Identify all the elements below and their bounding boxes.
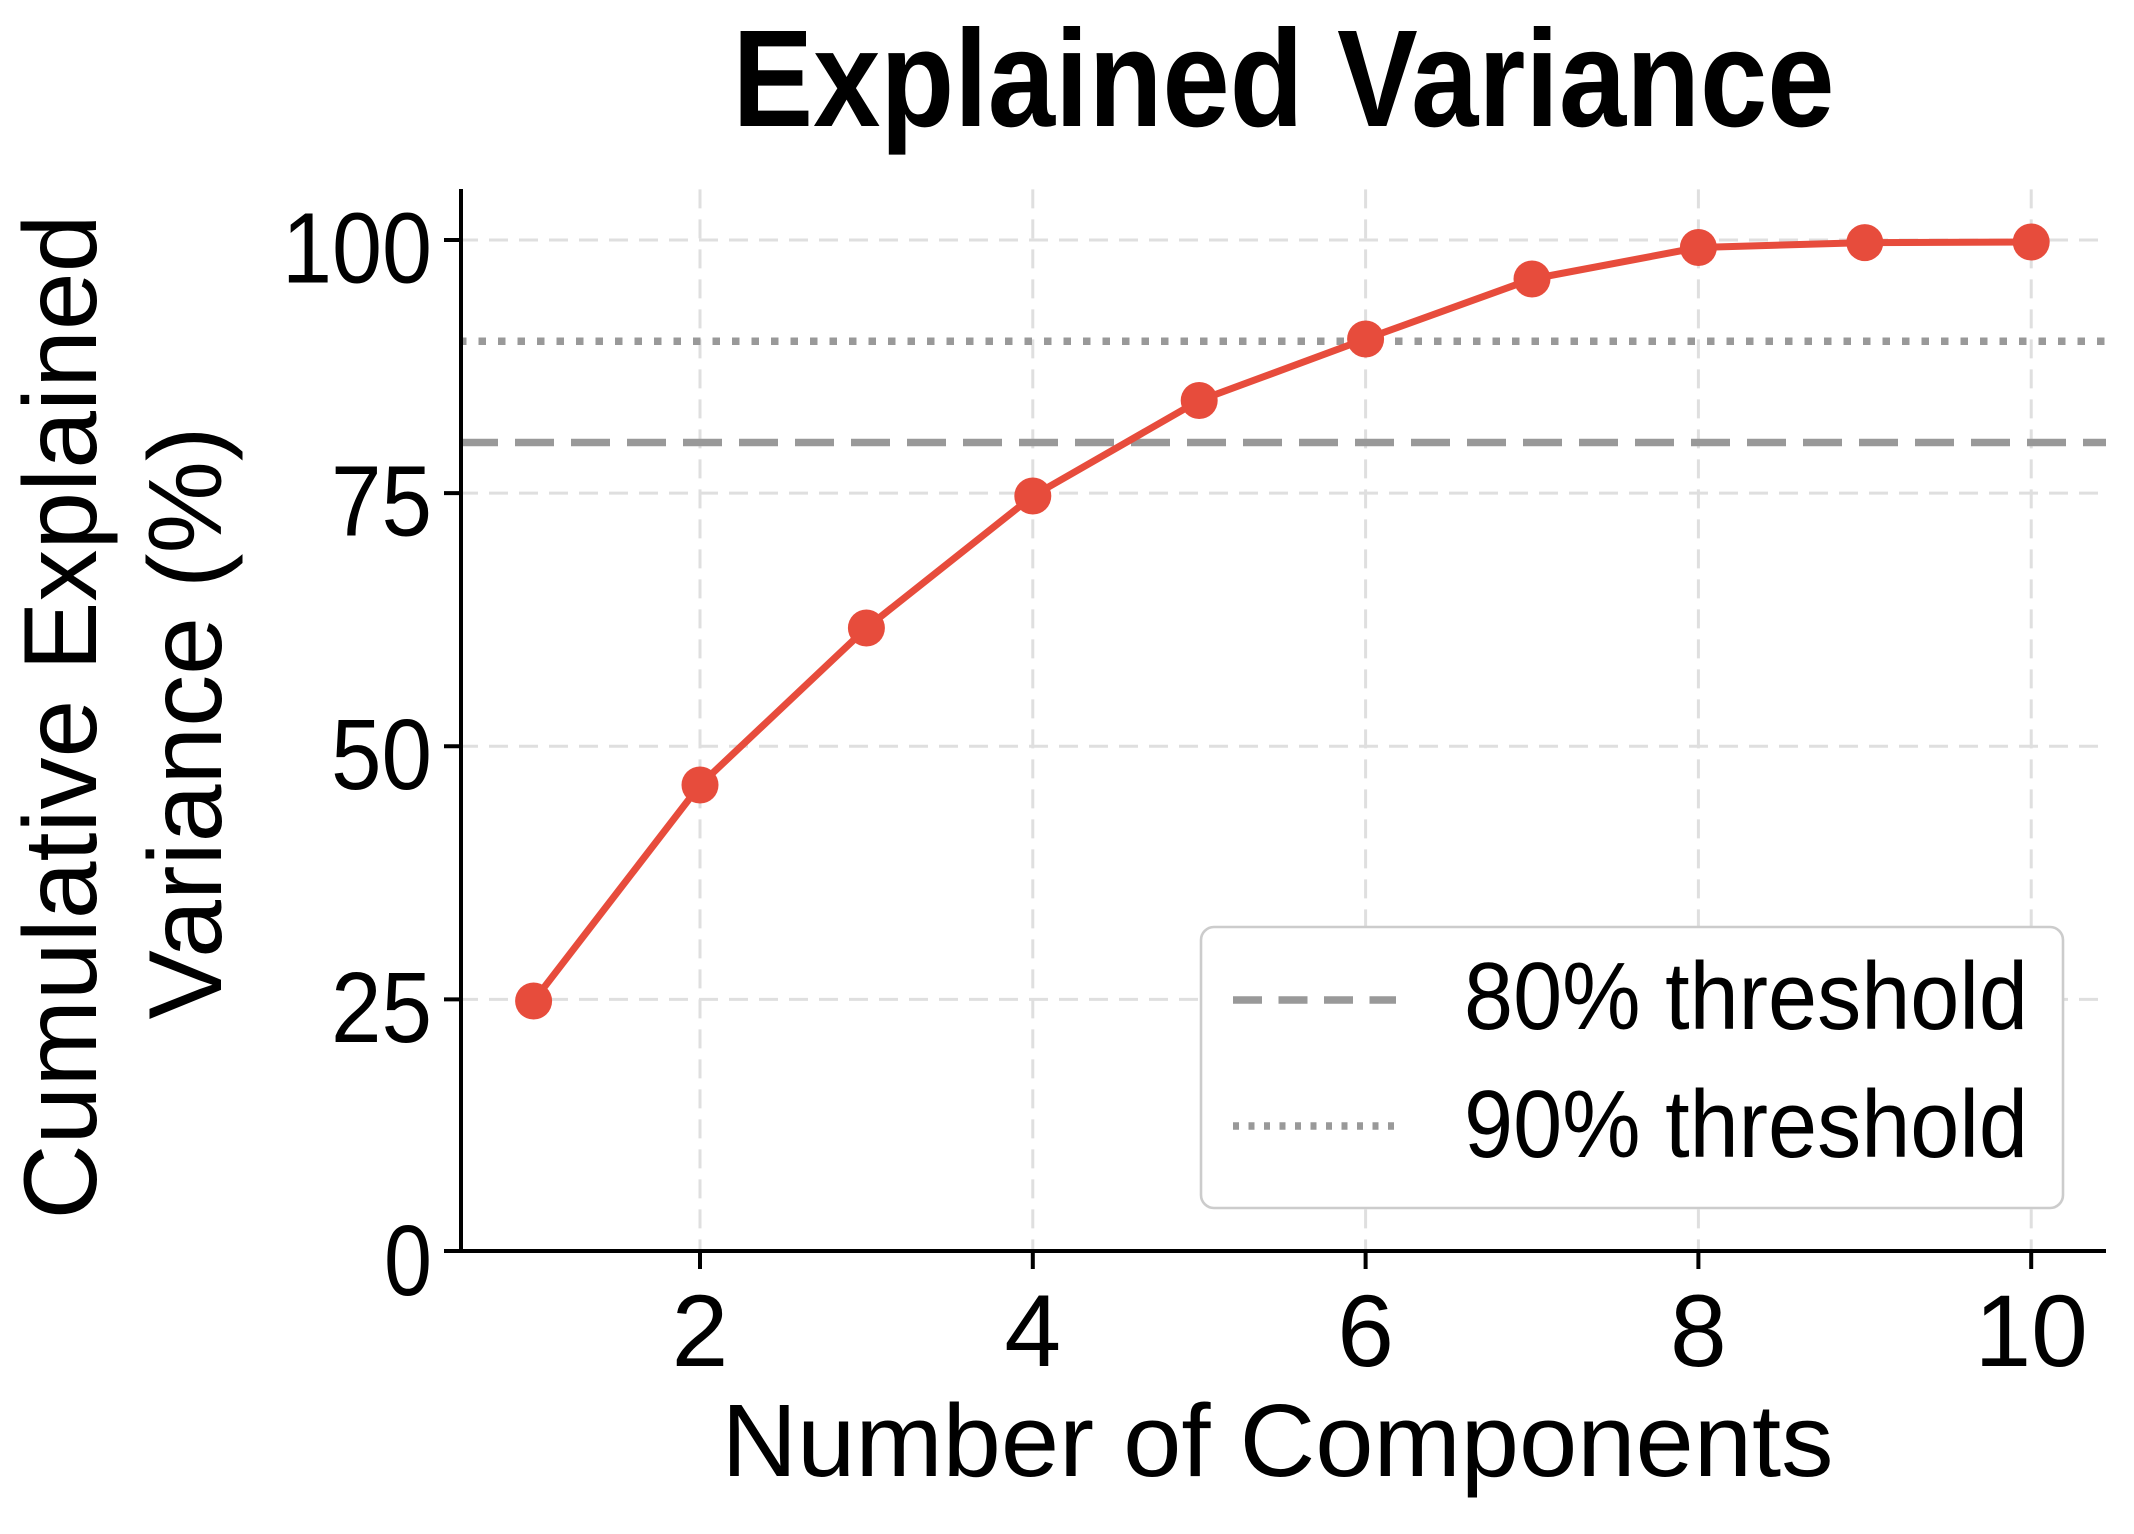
svg-text:Number of Components: Number of Components <box>722 1383 1834 1498</box>
svg-text:6: 6 <box>1337 1274 1394 1388</box>
svg-text:8: 8 <box>1670 1274 1727 1388</box>
svg-text:50: 50 <box>331 699 432 811</box>
svg-text:100: 100 <box>282 193 432 305</box>
svg-text:4: 4 <box>1004 1274 1061 1388</box>
svg-text:10: 10 <box>1974 1274 2087 1388</box>
svg-text:90% threshold: 90% threshold <box>1464 1071 2028 1178</box>
svg-text:0: 0 <box>384 1205 432 1317</box>
svg-text:Variance (%): Variance (%) <box>128 427 244 1020</box>
svg-text:2: 2 <box>672 1274 729 1388</box>
svg-text:80% threshold: 80% threshold <box>1464 943 2028 1050</box>
svg-text:25: 25 <box>331 952 432 1064</box>
svg-text:75: 75 <box>331 446 432 558</box>
svg-text:Cumulative Explained: Cumulative Explained <box>3 215 119 1220</box>
svg-text:Explained Variance: Explained Variance <box>733 2 1835 156</box>
